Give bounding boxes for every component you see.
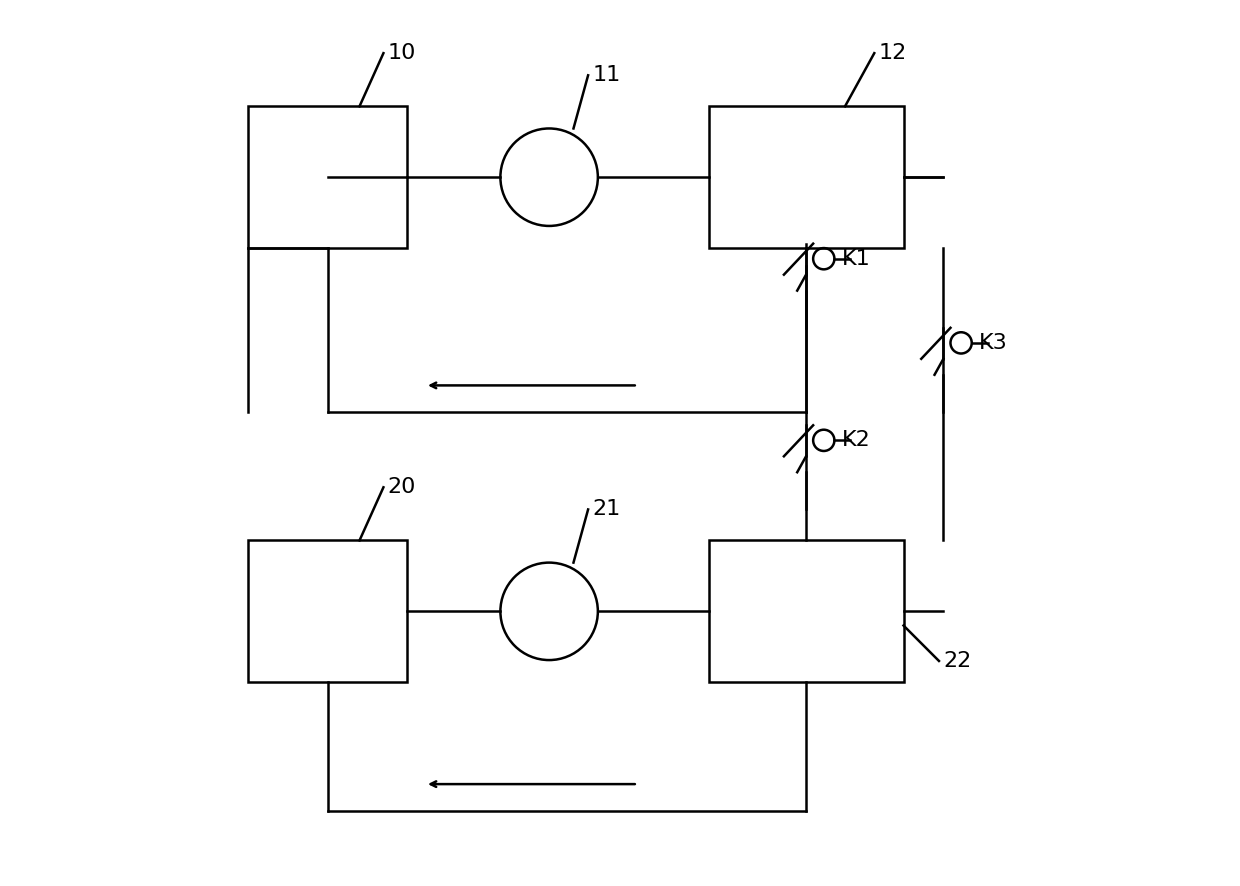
Bar xyxy=(708,106,904,248)
Text: 12: 12 xyxy=(879,43,906,63)
Text: 10: 10 xyxy=(388,43,417,63)
Text: 20: 20 xyxy=(388,478,417,497)
Text: 11: 11 xyxy=(593,66,621,85)
Text: K3: K3 xyxy=(978,333,1008,353)
Bar xyxy=(248,540,408,682)
Text: 22: 22 xyxy=(944,651,972,671)
Bar xyxy=(248,106,408,248)
Text: 21: 21 xyxy=(593,500,621,519)
Bar xyxy=(708,540,904,682)
Text: K2: K2 xyxy=(842,431,870,450)
Text: K1: K1 xyxy=(842,249,870,268)
